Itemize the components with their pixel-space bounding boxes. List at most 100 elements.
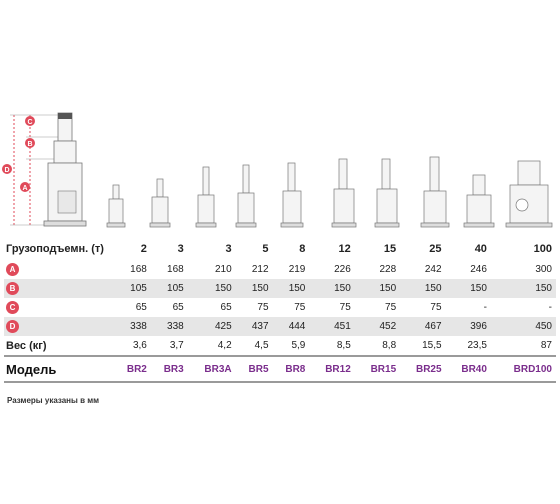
value-cell: 210: [214, 264, 232, 275]
value-cell: 65: [135, 302, 147, 313]
value-cell: 150: [309, 279, 355, 298]
model-cell: BR3A: [187, 355, 236, 383]
dimension-row-c: C 65 65 65 75 75 75 75 75 - -: [4, 298, 556, 317]
jack-br40-icon: [463, 174, 495, 228]
model-label: Модель: [4, 355, 114, 383]
dimension-badge: C: [6, 301, 19, 314]
value-cell: 338: [114, 317, 151, 336]
capacity-cell: 8: [299, 243, 306, 255]
value-cell: 150: [354, 279, 401, 298]
weight-cell: 3,6: [132, 340, 147, 351]
value-cell: 242: [424, 264, 442, 275]
dimension-row-b: B 105 105 150 150 150 150 150 150 150 15…: [4, 279, 556, 298]
value-cell: 219: [288, 264, 306, 275]
value-cell: 168: [130, 264, 147, 275]
dimension-row-a: A 168 168 210 212 219 226 228 242 246 30…: [4, 260, 556, 279]
units-note: Размеры указаны в мм: [7, 396, 100, 405]
jack-drawings: C B D A: [2, 112, 553, 228]
model-cell: BR3: [150, 355, 188, 383]
weight-cell: 4,2: [217, 340, 232, 351]
value-cell: 75: [430, 302, 442, 313]
weight-cell: 23,5: [467, 340, 487, 351]
capacity-cell: 40: [474, 243, 487, 255]
value-cell: 150: [187, 279, 236, 298]
jack-br8-icon: [280, 162, 304, 228]
weight-cell: 87: [540, 340, 552, 351]
value-cell: 150: [445, 279, 491, 298]
jack-br3a-icon: [195, 166, 217, 228]
weight-row: Вес (кг) 3,6 3,7 4,2 4,5 5,9 8,5 8,8 15,…: [4, 336, 556, 356]
capacity-cell: 5: [262, 243, 269, 255]
value-cell: 451: [309, 317, 355, 336]
jack-br12-icon: [331, 158, 357, 228]
value-cell: 150: [490, 279, 556, 298]
value-cell: 444: [272, 317, 310, 336]
value-cell: -: [548, 302, 552, 313]
model-cell: BRD100: [490, 355, 556, 383]
value-cell: 437: [235, 317, 273, 336]
model-cell: BR12: [309, 355, 355, 383]
model-cell: BR25: [400, 355, 446, 383]
weight-cell: 15,5: [422, 340, 442, 351]
large-jack-diagram: C B D A: [2, 112, 87, 227]
jack-br15-icon: [374, 158, 400, 228]
model-cell: BR40: [445, 355, 491, 383]
value-cell: 105: [114, 279, 151, 298]
capacity-cell: 3: [225, 243, 232, 255]
model-cell: BR15: [354, 355, 401, 383]
value-cell: 228: [379, 264, 397, 275]
weight-label: Вес (кг): [6, 339, 47, 352]
capacity-cell: 15: [383, 243, 397, 255]
letter-b: B: [27, 141, 32, 148]
dimension-badge: D: [6, 320, 19, 333]
capacity-label: Грузоподъемн. (т): [6, 243, 104, 255]
capacity-cell: 12: [338, 243, 351, 255]
capacity-row: Грузоподъемн. (т) 2 3 3 5 8 12 15 25 40 …: [4, 238, 556, 260]
value-cell: 75: [294, 302, 306, 313]
dimension-badge: B: [6, 282, 19, 295]
value-cell: 105: [150, 279, 188, 298]
capacity-cell: 100: [533, 243, 552, 255]
value-cell: 396: [445, 317, 491, 336]
value-cell: -: [483, 302, 487, 313]
value-cell: 452: [354, 317, 401, 336]
value-cell: 168: [167, 264, 184, 275]
value-cell: 150: [272, 279, 310, 298]
letter-c: C: [27, 119, 32, 126]
value-cell: 150: [235, 279, 273, 298]
jack-brd100-icon: [505, 160, 553, 228]
value-cell: 65: [172, 302, 184, 313]
model-row: Модель BR2 BR3 BR3A BR5 BR8 BR12 BR15 BR…: [4, 355, 556, 383]
value-cell: 75: [257, 302, 269, 313]
jack-br2-icon: [106, 184, 126, 228]
jack-br25-icon: [420, 156, 450, 228]
letter-d: D: [4, 167, 9, 174]
model-cell: BR2: [114, 355, 151, 383]
weight-cell: 3,7: [169, 340, 184, 351]
value-cell: 75: [385, 302, 397, 313]
value-cell: 450: [490, 317, 556, 336]
value-cell: 246: [470, 264, 487, 275]
value-cell: 212: [251, 264, 269, 275]
jack-br5-icon: [235, 164, 257, 228]
model-cell: BR8: [272, 355, 310, 383]
model-cell: BR5: [235, 355, 273, 383]
capacity-cell: 2: [140, 243, 147, 255]
value-cell: 425: [187, 317, 236, 336]
weight-cell: 5,9: [291, 340, 306, 351]
value-cell: 300: [535, 264, 552, 275]
letter-a: A: [22, 185, 27, 192]
jack-br3-icon: [149, 178, 171, 228]
weight-cell: 8,8: [382, 340, 397, 351]
value-cell: 467: [400, 317, 446, 336]
spec-table: Грузоподъемн. (т) 2 3 3 5 8 12 15 25 40 …: [4, 238, 556, 383]
value-cell: 338: [150, 317, 188, 336]
weight-cell: 4,5: [254, 340, 269, 351]
value-cell: 226: [334, 264, 351, 275]
capacity-cell: 25: [429, 243, 442, 255]
value-cell: 65: [220, 302, 232, 313]
dimension-badge: A: [6, 263, 19, 276]
value-cell: 75: [339, 302, 351, 313]
weight-cell: 8,5: [336, 340, 351, 351]
value-cell: 150: [400, 279, 446, 298]
